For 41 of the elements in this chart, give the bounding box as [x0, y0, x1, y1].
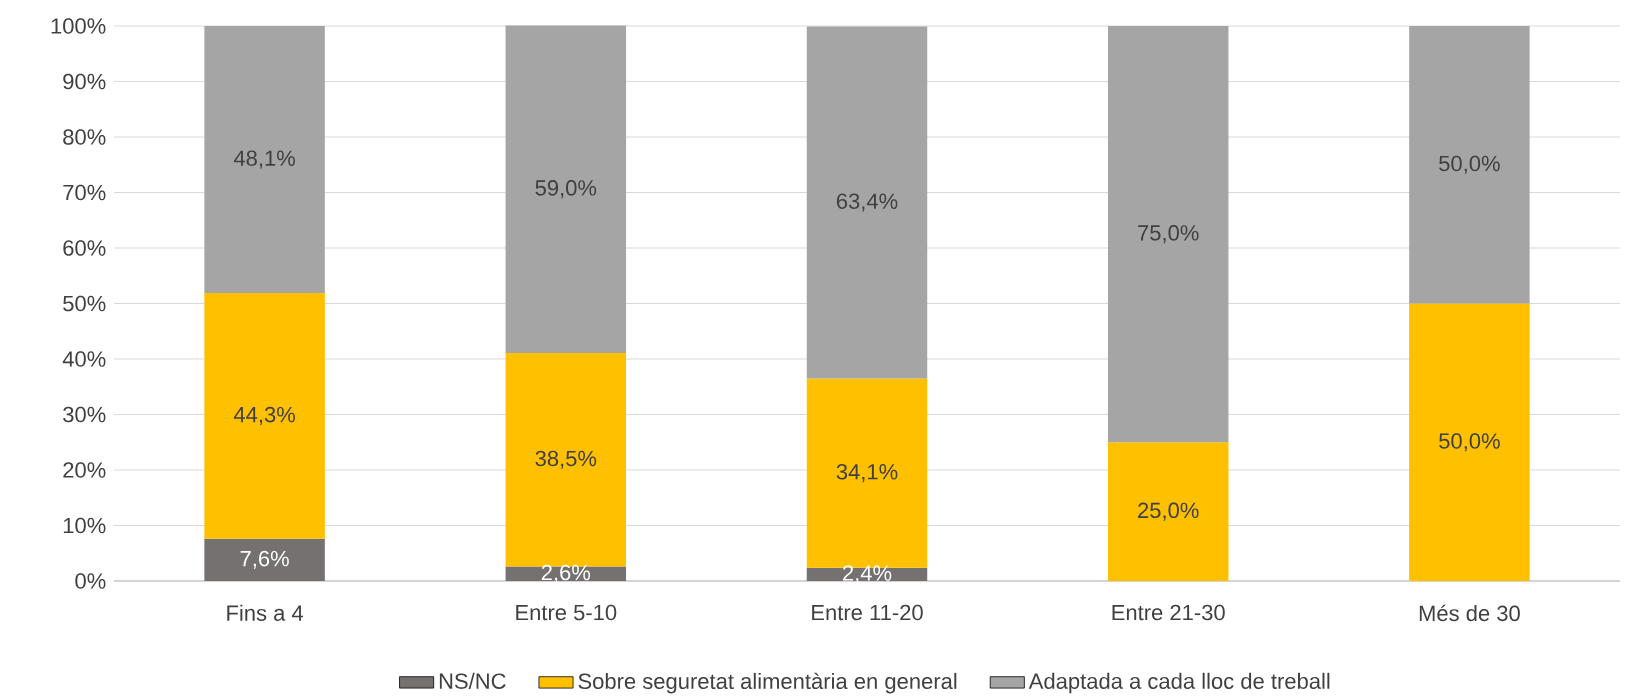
bar [1107, 442, 1229, 581]
bar [1409, 303, 1530, 581]
data-label: 34,1% [836, 463, 898, 483]
y-tick-label: 70% [63, 184, 106, 201]
legend-label: Sobre seguretat alimentària en general [578, 672, 957, 694]
y-tick-label: 20% [63, 462, 106, 478]
bar [1409, 26, 1530, 304]
x-tick-label: Fins a 4 [227, 604, 304, 621]
data-label: 63,4% [836, 193, 898, 212]
x-tick-label: Més de 30 [1419, 604, 1520, 622]
data-label: 50,0% [1439, 433, 1500, 452]
data-label: 38,5% [535, 450, 597, 469]
y-tick-label: 100% [51, 18, 106, 34]
y-tick-label: 90% [63, 73, 106, 90]
x-tick-label: Entre 21-30 [1112, 604, 1225, 621]
x-tick-label: Entre 5-10 [516, 604, 617, 621]
legend-label: NS/NC [439, 672, 506, 689]
data-label: 7,6% [240, 550, 289, 570]
data-label: 44,3% [233, 406, 295, 425]
bar [204, 26, 325, 293]
y-tick-label: 0% [75, 573, 106, 589]
data-label: 2,6% [541, 564, 591, 583]
bar [505, 25, 627, 353]
data-label: 59,0% [535, 180, 597, 199]
y-tick-label: 10% [63, 517, 106, 534]
y-tick-label: 30% [63, 406, 106, 423]
y-tick-label: 80% [63, 129, 106, 145]
bar [204, 292, 325, 539]
data-label: 2,4% [843, 565, 892, 584]
data-label: 25,0% [1138, 502, 1199, 521]
legend-label: Adaptada a cada lloc de treball [1028, 672, 1330, 694]
y-tick-label: 40% [62, 351, 106, 367]
x-tick-label: Entre 11-20 [812, 604, 923, 621]
bar [1107, 26, 1229, 443]
bar [806, 26, 928, 379]
data-label: 50,0% [1439, 155, 1500, 174]
y-tick-label: 50% [63, 295, 106, 312]
y-tick-label: 60% [63, 240, 106, 256]
data-label: 48,1% [233, 150, 295, 169]
data-label: 75,0% [1138, 225, 1199, 244]
bar [204, 538, 325, 581]
